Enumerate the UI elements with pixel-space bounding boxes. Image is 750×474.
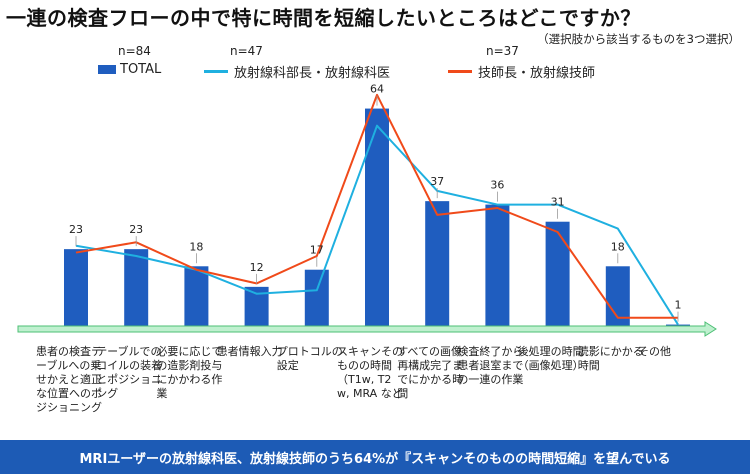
x-axis-arrow bbox=[17, 321, 717, 337]
bar-9 bbox=[605, 266, 630, 328]
data-label-5: 64 bbox=[370, 83, 384, 96]
bar-group bbox=[64, 108, 690, 328]
legend-swatch-total bbox=[98, 65, 116, 74]
series-line-2 bbox=[75, 93, 678, 319]
legend-label-technologist: 技師長・放射線技師 bbox=[478, 66, 596, 81]
n-label-radiologist: n=47 bbox=[230, 44, 263, 58]
legend-swatch-radiologist bbox=[204, 70, 228, 73]
category-label-1: テーブルでのコイルの装着とポジショニング bbox=[96, 345, 163, 400]
data-label-1: 23 bbox=[129, 223, 143, 236]
category-label-2: 必要に応じての造影剤投与にかかわる作業 bbox=[156, 345, 223, 400]
bar-5 bbox=[365, 108, 389, 328]
legend-label-total: TOTAL bbox=[120, 62, 162, 77]
legend-label-radiologist: 放射線科部長・放射線科医 bbox=[234, 66, 391, 81]
chart-title: 一連の検査フローの中で特に時間を短縮したいところはどこですか？ bbox=[6, 6, 641, 30]
category-label-10: その他 bbox=[638, 345, 671, 358]
data-label-group: 23 23 18 12 17 64 37 36 31 18 1 bbox=[69, 83, 682, 322]
data-label-2: 18 bbox=[189, 240, 203, 253]
bar-6 bbox=[425, 201, 450, 328]
legend-swatch-technologist bbox=[448, 70, 472, 73]
n-label-technologist: n=37 bbox=[486, 44, 519, 58]
line-group bbox=[75, 93, 679, 326]
x-axis bbox=[17, 321, 717, 337]
footer-banner: MRIユーザーの放射線科医、放射線技師のうち64%が『スキャンそのものの時間短縮… bbox=[0, 440, 750, 474]
n-label-total: n=84 bbox=[118, 44, 151, 58]
category-label-3: 患者情報入力 bbox=[216, 345, 283, 358]
data-label-0: 23 bbox=[69, 223, 83, 236]
category-label-5: スキャンそのものの時間（T1w, T2w, MRA など bbox=[337, 345, 403, 400]
bar-8 bbox=[545, 221, 570, 328]
category-label-7: 検査終了から患者退室までの一連の作業 bbox=[457, 345, 524, 386]
bar-0 bbox=[64, 249, 88, 328]
category-label-9: 読影にかかる時間 bbox=[577, 345, 644, 372]
category-label-0: 患者の検査テーブルへの乗せかえと適正な位置へのポジショニング bbox=[36, 345, 102, 414]
data-label-4: 17 bbox=[310, 244, 324, 257]
category-label-6: すべての画像再構成完了までにかかる時間 bbox=[397, 345, 464, 400]
data-label-6: 37 bbox=[430, 175, 444, 188]
legend-item-radiologist: 放射線科部長・放射線科医 bbox=[204, 62, 390, 81]
chart-plot: 23 23 18 12 17 64 37 36 31 18 1 bbox=[17, 83, 717, 337]
data-label-9: 18 bbox=[611, 240, 625, 253]
chart-subtitle: （選択肢から該当するものを3つ選択） bbox=[537, 32, 740, 46]
bar-7 bbox=[485, 204, 510, 328]
legend-item-total: TOTAL bbox=[98, 62, 161, 77]
data-label-3: 12 bbox=[250, 261, 264, 274]
bar-4 bbox=[304, 269, 329, 328]
data-label-10: 1 bbox=[675, 299, 682, 312]
bar-2 bbox=[184, 266, 209, 328]
legend-item-technologist: 技師長・放射線技師 bbox=[448, 62, 595, 81]
bar-1 bbox=[124, 249, 149, 328]
category-label-4: プロトコルの設定 bbox=[276, 345, 343, 372]
data-label-7: 36 bbox=[490, 179, 504, 192]
series-line-1 bbox=[75, 124, 679, 326]
category-label-8: 後処理の時間（画像処理） bbox=[517, 345, 584, 372]
data-label-8: 31 bbox=[551, 196, 565, 209]
